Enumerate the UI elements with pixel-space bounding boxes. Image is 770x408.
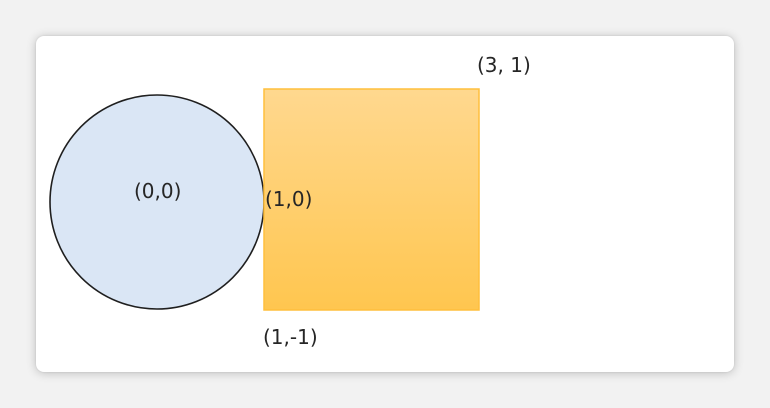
square-shape (263, 88, 480, 311)
label-square-bottom-left: (1,-1) (263, 325, 318, 349)
diagram-card: (0,0) (1,0) (1,-1) (3, 1) (36, 36, 734, 372)
label-center: (0,0) (134, 179, 181, 203)
label-touch-point: (1,0) (265, 187, 312, 211)
label-square-top-right: (3, 1) (477, 53, 531, 77)
diagram-canvas: (0,0) (1,0) (1,-1) (3, 1) (49, 53, 531, 349)
